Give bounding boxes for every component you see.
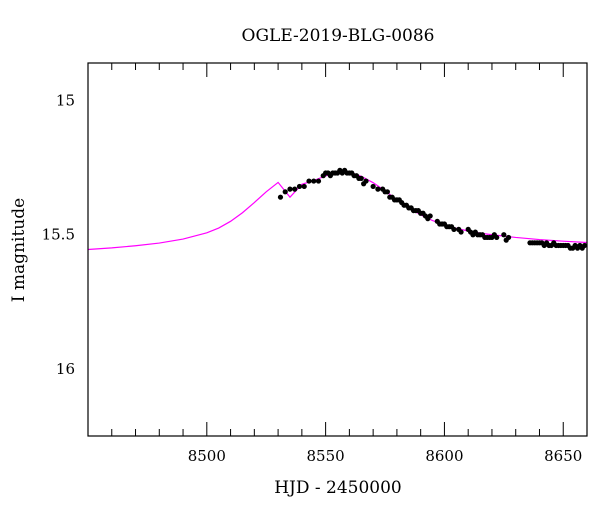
- y-tick-label: 15: [56, 92, 75, 110]
- data-point: [582, 242, 587, 249]
- data-point: [311, 178, 317, 184]
- x-tick-label: 8600: [425, 447, 463, 465]
- plot-area: [88, 167, 587, 251]
- data-point: [301, 183, 307, 190]
- data-point: [451, 226, 457, 232]
- data-point: [458, 229, 464, 235]
- data-point: [277, 194, 284, 200]
- data-point: [292, 186, 298, 192]
- data-point: [358, 175, 364, 181]
- data-point: [427, 213, 433, 219]
- plot-frame: [87, 62, 588, 437]
- model-curve-layer: [88, 170, 587, 251]
- y-axis-ticks: 15 15.5 16: [42, 92, 75, 378]
- y-tick-label: 15.5: [42, 226, 75, 244]
- data-point: [501, 232, 507, 238]
- x-tick-label: 8500: [188, 447, 226, 465]
- y-axis-label: I magnitude: [9, 198, 29, 302]
- chart-title: OGLE-2019-BLG-0086: [242, 26, 435, 46]
- model-curve: [88, 170, 587, 251]
- x-axis-ticks: 8500 8550 8600 8650: [111, 63, 588, 465]
- observation-points-layer: [277, 167, 587, 251]
- data-point: [370, 183, 376, 190]
- data-point: [505, 234, 512, 241]
- data-point: [315, 178, 322, 184]
- x-axis-label: HJD - 2450000: [274, 478, 402, 498]
- data-point: [494, 234, 500, 241]
- data-point: [296, 183, 303, 190]
- data-point: [287, 186, 293, 192]
- data-point: [384, 189, 390, 195]
- data-point: [375, 186, 381, 192]
- y-tick-label: 16: [56, 360, 75, 378]
- data-point: [282, 189, 288, 195]
- x-tick-label: 8650: [544, 447, 582, 465]
- x-tick-label: 8550: [307, 447, 345, 465]
- data-point: [306, 178, 312, 184]
- data-point: [363, 178, 369, 184]
